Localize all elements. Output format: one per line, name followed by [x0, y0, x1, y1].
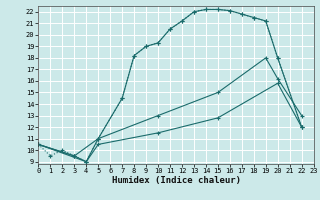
X-axis label: Humidex (Indice chaleur): Humidex (Indice chaleur)	[111, 176, 241, 185]
